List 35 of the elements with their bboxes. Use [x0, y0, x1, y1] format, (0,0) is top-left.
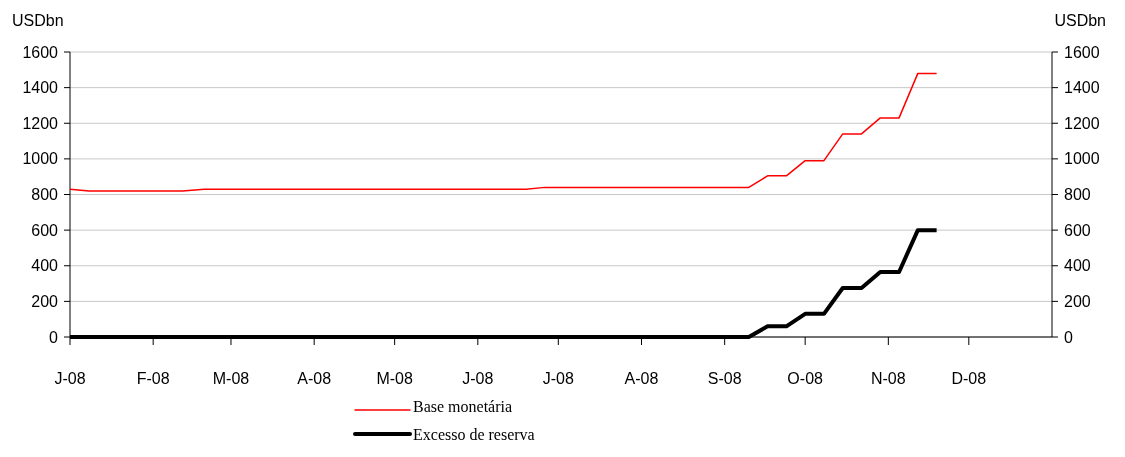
x-tick-label: O-08: [787, 370, 824, 387]
y-tick-label: 1000: [22, 150, 59, 168]
y2-tick-label: 200: [1064, 292, 1091, 310]
x-tick-label: J-08: [462, 370, 494, 387]
x-tick-label: N-08: [870, 370, 906, 387]
y-tick-label: 600: [31, 221, 59, 239]
y2-tick-label: 1000: [1064, 150, 1100, 168]
y-tick-label: 800: [31, 186, 59, 204]
x-tick-label: F-08: [136, 370, 170, 387]
x-tick-label: D-08: [951, 370, 987, 387]
x-tick-label: J-08: [542, 370, 574, 387]
y-tick-label: 1600: [22, 43, 59, 61]
y-tick-label: 200: [31, 292, 59, 310]
y2-tick-label: 0: [1064, 328, 1073, 346]
y-tick-label: 0: [49, 328, 59, 346]
x-tick-label: J-08: [54, 370, 86, 387]
y-axis-title: USDbn: [12, 12, 64, 29]
y2-tick-label: 1600: [1064, 43, 1100, 61]
y2-tick-label: 600: [1064, 221, 1091, 239]
x-tick-label: M-08: [376, 370, 413, 387]
x-tick-label: S-08: [707, 370, 742, 387]
y2-tick-label: 800: [1064, 186, 1091, 204]
line-series: [69, 72, 938, 192]
legend-label: Excesso de reserva: [413, 426, 535, 443]
y-tick-label: 400: [31, 257, 59, 275]
legend-label: Base monetária: [413, 398, 513, 415]
y2-tick-label: 1200: [1064, 114, 1100, 132]
y2-axis-title: USDbn: [1054, 12, 1106, 29]
y-tick-label: 1400: [22, 79, 59, 97]
x-tick-label: A-08: [297, 370, 332, 387]
y2-tick-label: 400: [1064, 257, 1091, 275]
y-tick-label: 1200: [22, 114, 59, 132]
y2-tick-label: 1400: [1064, 79, 1100, 97]
x-tick-label: A-08: [624, 370, 659, 387]
x-tick-label: M-08: [212, 370, 250, 387]
